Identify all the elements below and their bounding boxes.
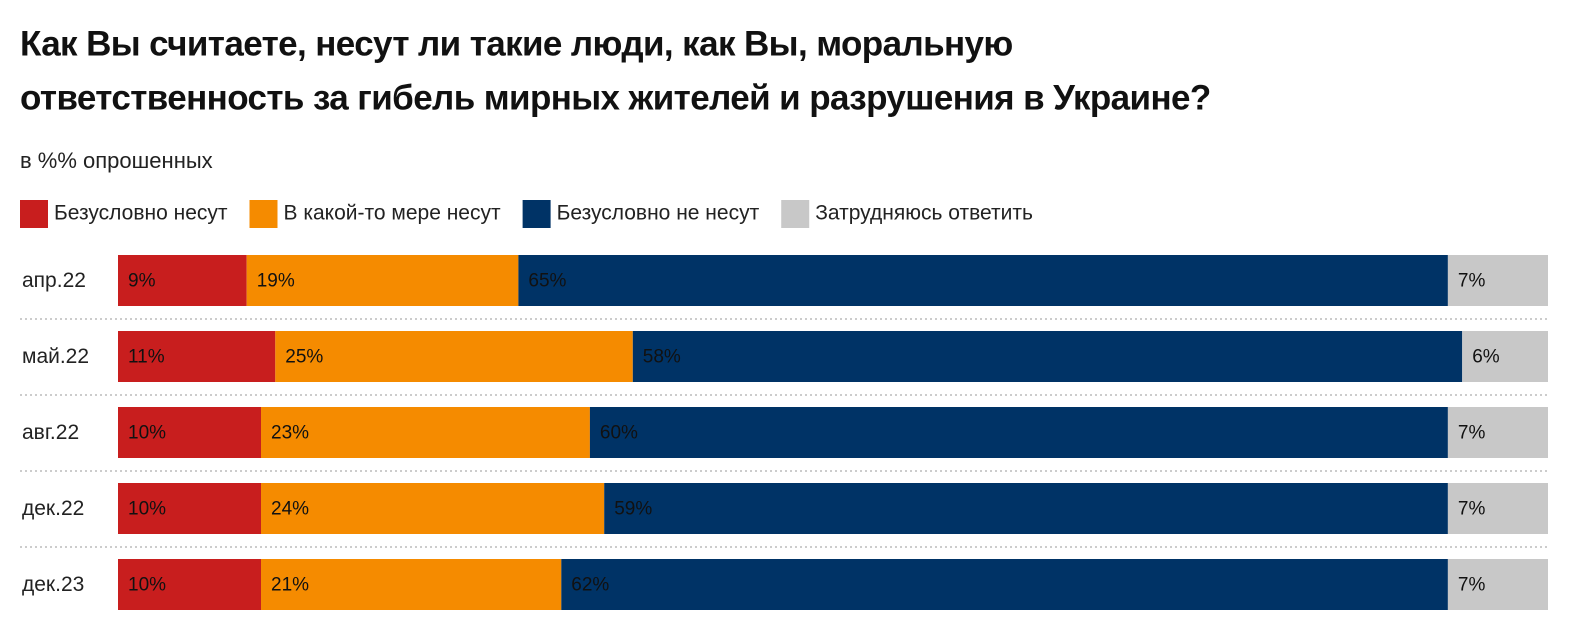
category-label: дек.23: [22, 573, 84, 596]
bar-segment: [118, 331, 276, 382]
legend-label: Затрудняюсь ответить: [815, 202, 1033, 225]
bar-segment: [261, 407, 590, 458]
bar-segment: [632, 331, 1463, 382]
legend-label: Безусловно несут: [54, 202, 228, 225]
value-label: 59%: [614, 499, 652, 520]
bar-segment: [604, 483, 1448, 534]
category-label: май.22: [22, 345, 89, 368]
bar-segment: [1447, 407, 1548, 458]
value-label: 7%: [1458, 271, 1486, 292]
bar-segment: [589, 407, 1448, 458]
bar-segment: [261, 559, 562, 610]
value-label: 11%: [128, 347, 165, 368]
legend-swatch: [781, 200, 810, 228]
value-label: 24%: [271, 499, 309, 520]
value-label: 7%: [1458, 423, 1486, 444]
bar-segment: [118, 559, 261, 610]
chart-subtitle: в %% опрошенных: [20, 148, 213, 173]
bar-segment: [118, 483, 261, 534]
bar-segment: [1462, 331, 1548, 382]
bar-segment: [1447, 559, 1548, 610]
category-label: апр.22: [22, 269, 86, 292]
value-label: 10%: [128, 575, 166, 596]
value-label: 19%: [257, 271, 295, 292]
chart-title: ответственность за гибель мирных жителей…: [20, 78, 1211, 117]
value-label: 60%: [600, 423, 638, 444]
value-label: 10%: [128, 423, 166, 444]
bar-segment: [118, 407, 261, 458]
value-label: 65%: [528, 271, 566, 292]
bar-segment: [518, 255, 1448, 306]
value-label: 25%: [285, 347, 323, 368]
bar-segment: [1447, 255, 1548, 306]
chart-title: Как Вы считаете, несут ли такие люди, ка…: [20, 24, 1013, 63]
value-label: 10%: [128, 499, 166, 520]
value-label: 23%: [271, 423, 309, 444]
legend-label: Безусловно не несут: [557, 202, 760, 225]
value-label: 6%: [1472, 347, 1500, 368]
value-label: 21%: [271, 575, 309, 596]
bar-segment: [261, 483, 605, 534]
legend-swatch: [249, 200, 278, 228]
legend-swatch: [522, 200, 551, 228]
value-label: 7%: [1458, 499, 1486, 520]
legend-swatch: [20, 200, 48, 228]
value-label: 9%: [128, 271, 156, 292]
bar-segment: [118, 255, 247, 306]
bar-segment: [1447, 483, 1548, 534]
value-label: 58%: [643, 347, 681, 368]
value-label: 62%: [571, 575, 609, 596]
legend-label: В какой-то мере несут: [284, 202, 501, 225]
category-label: дек.22: [22, 497, 84, 520]
category-label: авг.22: [22, 421, 79, 444]
bar-segment: [275, 331, 633, 382]
bar-segment: [561, 559, 1448, 610]
value-label: 7%: [1458, 575, 1486, 596]
bar-segment: [246, 255, 519, 306]
